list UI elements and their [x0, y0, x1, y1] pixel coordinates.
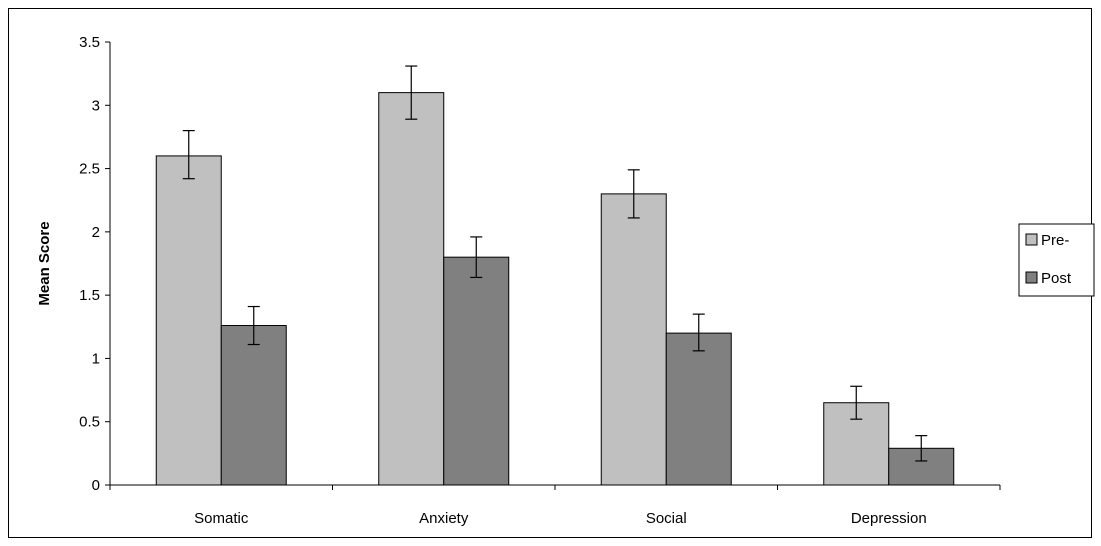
y-tick-label: 1.5 — [79, 287, 100, 304]
y-axis-title: Mean Score — [36, 221, 53, 305]
y-tick-label: 1 — [92, 350, 100, 367]
x-tick-label: Somatic — [194, 510, 249, 527]
bars — [155, 92, 955, 486]
y-tick-label: 2.5 — [79, 161, 100, 178]
legend-swatch — [1025, 233, 1038, 246]
y-tick-label: 0.5 — [79, 414, 100, 431]
bar-post-anxiety — [443, 256, 510, 486]
bar-pre-social — [600, 193, 667, 486]
y-tick-label: 2 — [92, 224, 100, 241]
bar-post-social — [665, 332, 732, 486]
y-tick-label: 0 — [92, 477, 100, 494]
legend: Pre- Post — [1018, 223, 1095, 297]
y-tick-label: 3.5 — [79, 34, 100, 51]
bar-pre-anxiety — [378, 92, 445, 486]
y-axis: 0 0.5 1 1.5 2 2.5 3 3.5 — [79, 34, 111, 494]
x-tick-label: Depression — [851, 510, 927, 527]
bar-post-somatic — [220, 325, 287, 486]
x-tick-label: Social — [646, 510, 687, 527]
error-bars — [182, 65, 928, 462]
legend-label: Pre- — [1041, 232, 1069, 249]
y-tick-label: 3 — [92, 97, 100, 114]
x-tick-label: Anxiety — [419, 510, 469, 527]
legend-label: Post — [1041, 270, 1072, 287]
x-axis: Somatic Anxiety Social Depression — [109, 484, 1001, 527]
legend-swatch — [1025, 271, 1038, 284]
bar-pre-somatic — [155, 155, 222, 486]
